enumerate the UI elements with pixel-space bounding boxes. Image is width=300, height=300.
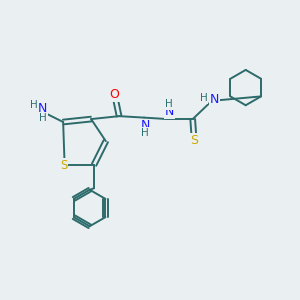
Text: H: H (39, 112, 46, 123)
Text: N: N (209, 93, 219, 106)
Text: N: N (164, 105, 174, 118)
Text: S: S (190, 134, 198, 147)
Text: H: H (141, 128, 149, 138)
Text: N: N (38, 102, 47, 115)
Text: O: O (110, 88, 120, 101)
Text: H: H (200, 94, 208, 103)
Text: N: N (141, 119, 150, 132)
Text: S: S (60, 159, 68, 172)
Text: H: H (30, 100, 38, 110)
Text: H: H (165, 99, 173, 110)
